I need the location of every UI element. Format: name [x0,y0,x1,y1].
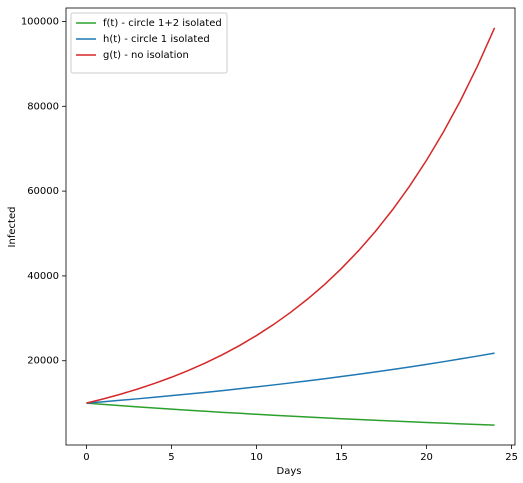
legend-label: f(t) - circle 1+2 isolated [103,18,222,29]
x-tick-label: 5 [168,452,174,463]
x-axis-label: Days [277,466,302,477]
legend: f(t) - circle 1+2 isolated h(t) - circle … [70,12,228,74]
y-axis-label: Infected [7,207,18,248]
y-tick-label: 20000 [27,356,59,367]
y-tick-label: 100000 [21,16,59,27]
y-tick-label: 40000 [27,271,59,282]
line-series [86,402,495,426]
y-tick-label: 80000 [27,101,59,112]
x-tick-label: 0 [83,452,89,463]
legend-label: h(t) - circle 1 isolated [103,34,210,45]
line-series [86,27,496,404]
line-series [86,352,495,404]
x-tick-label: 15 [335,452,348,463]
legend-label: g(t) - no isolation [103,50,189,61]
x-tick-label: 25 [505,452,518,463]
y-tick-label: 60000 [27,186,59,197]
x-tick-label: 10 [250,452,263,463]
legend-box [70,12,228,74]
plot-frame [65,7,516,446]
x-tick-label: 20 [420,452,433,463]
